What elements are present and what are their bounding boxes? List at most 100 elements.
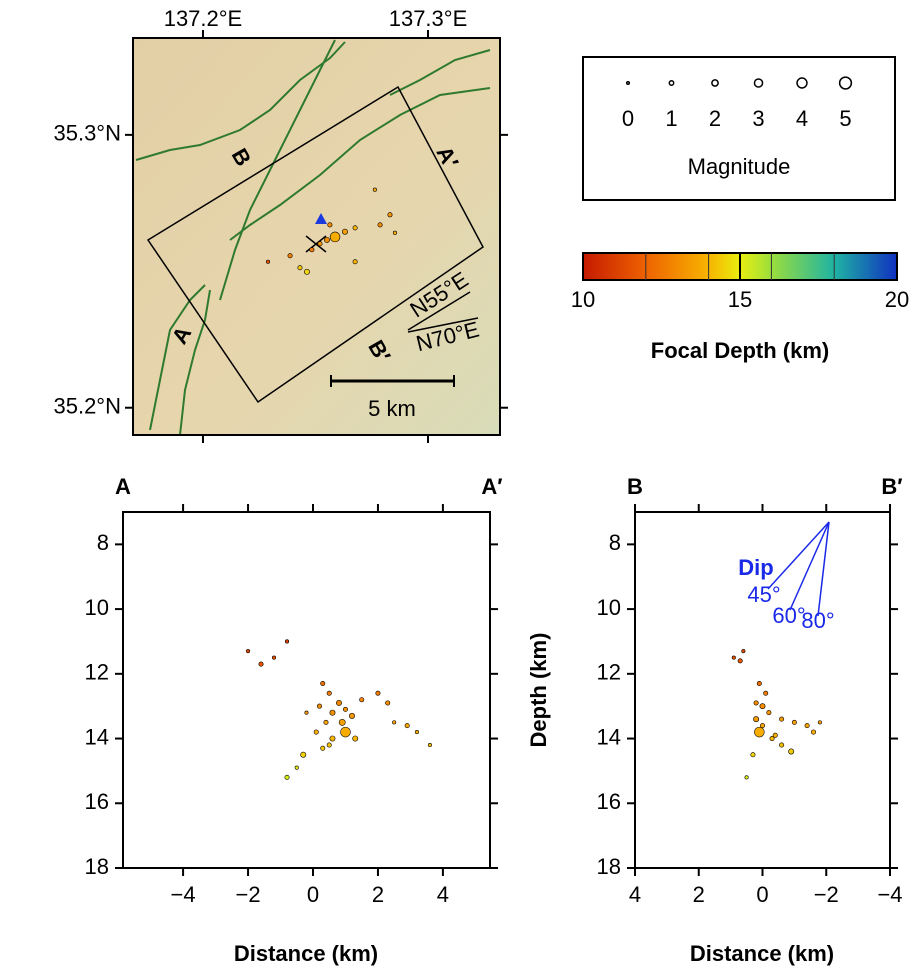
legend-label: 2	[709, 106, 721, 131]
colorbar-tick-label: 15	[728, 287, 752, 312]
event	[805, 723, 809, 727]
x-tick-label: 4	[437, 882, 449, 907]
y-tick-label: 16	[597, 789, 621, 814]
event	[342, 229, 347, 234]
legend-symbol	[669, 81, 673, 85]
y-tick-label: 18	[597, 854, 621, 879]
event	[753, 716, 758, 721]
x-tick-label: 137.2°E	[164, 6, 243, 31]
event	[295, 766, 298, 769]
event	[321, 746, 325, 750]
section-end: A	[115, 474, 131, 499]
event	[393, 231, 396, 234]
event	[349, 713, 354, 718]
legend-label: 1	[665, 106, 677, 131]
x-tick-label: 137.3°E	[389, 6, 468, 31]
legend-label: 0	[622, 106, 634, 131]
event	[285, 640, 288, 643]
x-axis-label: Distance (km)	[234, 941, 378, 966]
event	[779, 717, 783, 721]
legend-symbol	[797, 78, 807, 88]
event	[754, 727, 764, 737]
event	[405, 723, 409, 727]
event	[792, 720, 796, 724]
event	[818, 721, 821, 724]
y-axis-label: Depth (km)	[526, 633, 551, 748]
x-tick-label: 2	[372, 882, 384, 907]
event	[757, 681, 761, 685]
event	[760, 704, 765, 709]
x-tick-label: −4	[171, 882, 196, 907]
colorbar-title: Focal Depth (km)	[651, 338, 829, 363]
y-tick-label: 10	[597, 595, 621, 620]
event	[754, 701, 758, 705]
colorbar: Focal Depth (km)	[651, 338, 829, 363]
event	[246, 649, 249, 652]
event	[330, 710, 335, 715]
x-tick-label: −2	[814, 882, 839, 907]
event	[298, 266, 302, 270]
event	[343, 707, 347, 711]
event	[732, 656, 735, 659]
y-tick-label: 35.3°N	[53, 121, 121, 146]
event	[811, 730, 815, 734]
x-tick-label: 2	[693, 882, 705, 907]
event	[327, 743, 331, 747]
event	[305, 711, 308, 714]
event	[751, 753, 755, 757]
y-tick-label: 12	[597, 660, 621, 685]
event	[321, 681, 325, 685]
event	[317, 704, 321, 708]
event	[388, 213, 392, 217]
event	[373, 188, 376, 191]
event	[385, 701, 389, 705]
dip-label: 80°	[801, 608, 834, 633]
event	[327, 691, 331, 695]
event	[285, 775, 289, 779]
scale-label: 5 km	[368, 396, 416, 421]
y-tick-label: 16	[85, 789, 109, 814]
event	[353, 226, 357, 230]
legend-label: 4	[796, 106, 808, 131]
event	[328, 223, 332, 227]
legend-symbol	[627, 82, 630, 85]
y-tick-label: 12	[85, 660, 109, 685]
legend-symbol	[712, 80, 718, 86]
event	[360, 698, 364, 702]
y-tick-label: 8	[609, 530, 621, 555]
y-tick-label: 14	[85, 724, 109, 749]
section-end: A′	[481, 474, 502, 499]
section-end: B′	[881, 474, 902, 499]
event	[301, 752, 306, 757]
event	[324, 237, 329, 242]
dip-label: Dip	[738, 555, 773, 580]
event	[763, 691, 767, 695]
event	[428, 743, 431, 746]
legend-title: Magnitude	[688, 154, 791, 179]
y-tick-label: 35.2°N	[53, 394, 121, 419]
event	[767, 710, 771, 714]
event	[341, 727, 351, 737]
event	[288, 254, 292, 258]
figure: A A′ B B′ N55°E N70°E 5 km Magnitude Foc…	[0, 0, 921, 978]
event	[339, 719, 345, 725]
legend-label: 3	[752, 106, 764, 131]
plot-frame	[123, 512, 490, 868]
y-tick-label: 14	[597, 724, 621, 749]
event	[266, 260, 269, 263]
event	[353, 260, 357, 264]
event	[353, 736, 358, 741]
event	[314, 730, 318, 734]
x-tick-label: 0	[756, 882, 768, 907]
y-tick-label: 10	[85, 595, 109, 620]
colorbar-tick-label: 20	[885, 287, 909, 312]
event	[336, 700, 341, 705]
y-tick-label: 8	[97, 530, 109, 555]
legend-label: 5	[839, 106, 851, 131]
legend-symbol	[840, 77, 852, 89]
event	[318, 242, 322, 246]
section-end: B	[627, 474, 643, 499]
y-tick-label: 18	[85, 854, 109, 879]
x-tick-label: −4	[877, 882, 902, 907]
x-tick-label: 4	[629, 882, 641, 907]
